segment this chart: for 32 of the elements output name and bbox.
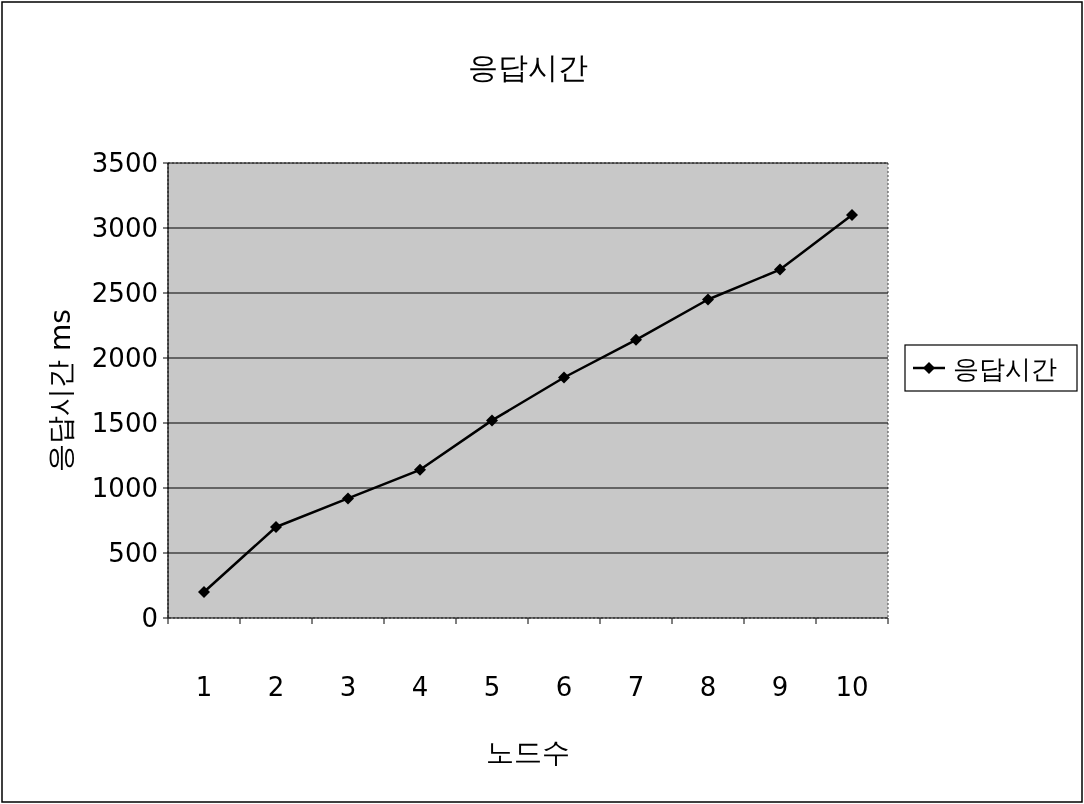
- x-tick-label: 5: [483, 672, 501, 702]
- x-tick-label: 7: [627, 672, 645, 702]
- point: [198, 586, 210, 598]
- point: [630, 333, 642, 346]
- x-axis-title: 노드수: [486, 736, 570, 769]
- point: [414, 463, 426, 476]
- point: [486, 414, 498, 427]
- y-tick-label: 3500: [91, 148, 158, 178]
- point: [774, 263, 786, 276]
- point: [846, 209, 858, 221]
- point: [558, 371, 570, 384]
- x-tick-label: 4: [411, 672, 429, 702]
- y-tick-label: 1500: [91, 408, 158, 438]
- x-tick-label: 9: [771, 672, 789, 702]
- y-tick-label: 500: [108, 538, 158, 568]
- chart-title: 응답시간: [468, 50, 588, 85]
- x-tick-label: 3: [339, 672, 357, 702]
- x-tick-label: 2: [267, 672, 285, 702]
- x-tick-label: 1: [195, 672, 213, 702]
- y-tick-label: 2500: [91, 278, 158, 308]
- x-tick-label: 8: [699, 672, 717, 702]
- legend-label: 응답시간: [953, 354, 1057, 384]
- point: [702, 293, 714, 306]
- point: [342, 492, 354, 505]
- x-tick-label: 6: [555, 672, 573, 702]
- point: [270, 521, 282, 533]
- y-tick-label: 3000: [91, 213, 158, 243]
- y-tick-label: 2000: [91, 343, 158, 373]
- y-tick-label: 0: [141, 603, 158, 633]
- y-axis-title: 응답시간 ms: [44, 309, 77, 472]
- y-tick-label: 1000: [91, 473, 158, 503]
- x-tick-label: 10: [835, 672, 869, 702]
